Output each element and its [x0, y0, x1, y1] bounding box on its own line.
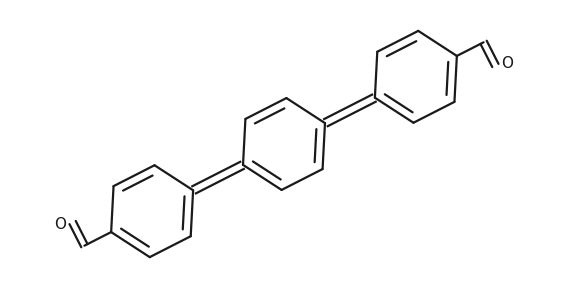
Text: O: O	[55, 217, 66, 232]
Text: O: O	[502, 56, 513, 71]
